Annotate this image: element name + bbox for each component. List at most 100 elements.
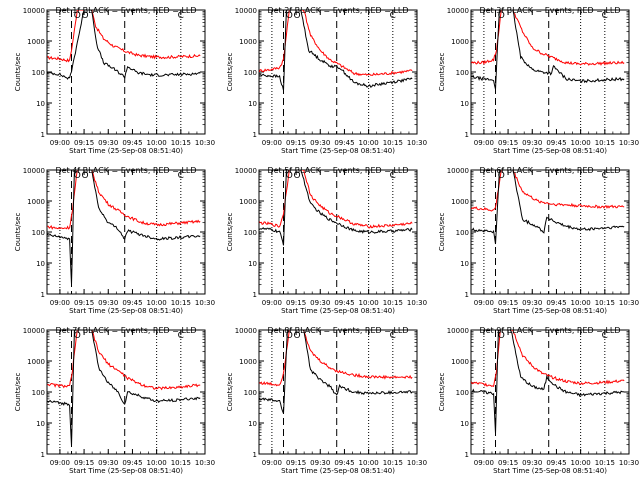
top-marker-label: O xyxy=(498,331,505,341)
x-tick-label: 10:00 xyxy=(359,459,379,467)
x-tick-label: 09:45 xyxy=(122,299,142,307)
series-line-events xyxy=(471,170,625,245)
top-marker-label: O xyxy=(74,171,81,181)
y-tick-label: 1000 xyxy=(451,198,469,206)
x-tick-label: 09:00 xyxy=(50,139,70,147)
y-tick-label: 100 xyxy=(244,229,257,237)
y-tick-label: 1000 xyxy=(451,358,469,366)
y-tick-label: 100 xyxy=(456,389,469,397)
x-tick-label: 10:30 xyxy=(195,299,215,307)
x-axis-label: Start Time (25-Sep-08 08:51:40) xyxy=(281,147,395,155)
chart-panel-4: 1 10 100 1000 10000 09:00 09:15 09:30 09:45 10:00… xyxy=(14,166,215,315)
top-marker-label: O xyxy=(498,171,505,181)
chart-title: Det 8f BLACK = Events, RED = LLD xyxy=(267,326,408,335)
x-tick-label: 09:45 xyxy=(546,299,566,307)
x-axis-label: Start Time (25-Sep-08 08:51:40) xyxy=(69,307,183,315)
chart-title: Det 9f BLACK = Events, RED = LLD xyxy=(479,326,620,335)
x-tick-label: 10:15 xyxy=(171,459,191,467)
x-tick-label: 10:00 xyxy=(147,459,167,467)
x-tick-label: 09:30 xyxy=(522,459,542,467)
y-tick-label: 10 xyxy=(248,100,257,108)
y-tick-label: 1000 xyxy=(239,358,257,366)
x-axis-label: Start Time (25-Sep-08 08:51:40) xyxy=(493,307,607,315)
chart-title: Det 7f BLACK = Events, RED = LLD xyxy=(55,326,196,335)
x-tick-label: 10:15 xyxy=(171,299,191,307)
y-axis-label: Counts/sec xyxy=(226,53,234,92)
chart-title: Det 4f BLACK = Events, RED = LLD xyxy=(55,166,196,175)
y-tick-label: 1 xyxy=(253,131,257,139)
y-axis-label: Counts/sec xyxy=(438,53,446,92)
series-line-lld xyxy=(47,10,201,63)
y-tick-label: 10 xyxy=(36,420,45,428)
x-tick-label: 10:15 xyxy=(383,459,403,467)
top-marker-label: O xyxy=(74,331,81,341)
y-tick-label: 100 xyxy=(32,389,45,397)
top-marker-label: C xyxy=(390,331,396,341)
x-tick-label: 09:45 xyxy=(334,299,354,307)
x-tick-label: 09:30 xyxy=(310,459,330,467)
y-tick-label: 1000 xyxy=(27,198,45,206)
top-marker-label: O xyxy=(294,171,301,181)
plot-area xyxy=(471,170,625,245)
y-tick-label: 10 xyxy=(36,260,45,268)
x-axis-label: Start Time (25-Sep-08 08:51:40) xyxy=(493,147,607,155)
x-tick-label: 09:15 xyxy=(498,139,518,147)
x-tick-label: 10:15 xyxy=(383,299,403,307)
chart-panel-2: 1 10 100 1000 10000 09:00 09:15 09:30 09:45 10:00… xyxy=(226,6,427,155)
y-tick-label: 1 xyxy=(253,291,257,299)
top-marker-label: O xyxy=(286,171,293,181)
x-tick-label: 09:00 xyxy=(50,299,70,307)
y-tick-label: 100 xyxy=(244,389,257,397)
series-line-events xyxy=(259,330,413,414)
y-tick-label: 10 xyxy=(460,420,469,428)
x-tick-label: 10:30 xyxy=(619,299,639,307)
x-tick-label: 10:00 xyxy=(571,459,591,467)
y-tick-label: 10000 xyxy=(235,167,257,175)
x-tick-label: 09:00 xyxy=(262,139,282,147)
x-tick-label: 10:30 xyxy=(195,459,215,467)
top-marker-label: C xyxy=(390,171,396,181)
x-axis-label: Start Time (25-Sep-08 08:51:40) xyxy=(281,307,395,315)
y-tick-label: 10 xyxy=(460,260,469,268)
chart-panel-9: 1 10 100 1000 10000 09:00 09:15 09:30 09:45 10:00… xyxy=(438,326,639,475)
top-marker-label: O xyxy=(498,11,505,21)
top-marker-label: O xyxy=(286,331,293,341)
x-tick-label: 09:30 xyxy=(310,299,330,307)
series-line-lld xyxy=(259,330,413,387)
x-tick-label: 09:30 xyxy=(522,139,542,147)
x-tick-label: 10:30 xyxy=(407,459,427,467)
x-tick-label: 09:15 xyxy=(498,299,518,307)
x-tick-label: 09:45 xyxy=(122,139,142,147)
chart-title: Det 1f BLACK = Events, RED = LLD xyxy=(55,6,196,15)
x-tick-label: 10:30 xyxy=(407,139,427,147)
x-tick-label: 09:45 xyxy=(334,139,354,147)
y-tick-label: 10000 xyxy=(23,7,45,15)
chart-panel-5: 1 10 100 1000 10000 09:00 09:15 09:30 09:45 10:00… xyxy=(226,166,427,315)
x-tick-label: 10:15 xyxy=(171,139,191,147)
y-tick-label: 1000 xyxy=(451,38,469,46)
x-tick-label: 09:15 xyxy=(286,139,306,147)
chart-panel-6: 1 10 100 1000 10000 09:00 09:15 09:30 09:45 10:00… xyxy=(438,166,639,315)
x-tick-label: 09:00 xyxy=(262,459,282,467)
series-line-lld xyxy=(471,330,625,387)
y-axis-label: Counts/sec xyxy=(438,373,446,412)
plot-area xyxy=(259,330,413,414)
series-line-events xyxy=(47,330,201,446)
x-tick-label: 10:30 xyxy=(619,139,639,147)
x-tick-label: 10:15 xyxy=(595,139,615,147)
y-tick-label: 1 xyxy=(41,291,45,299)
x-tick-label: 09:00 xyxy=(262,299,282,307)
y-tick-label: 100 xyxy=(456,69,469,77)
x-tick-label: 10:30 xyxy=(195,139,215,147)
x-tick-label: 09:15 xyxy=(286,299,306,307)
x-axis-label: Start Time (25-Sep-08 08:51:40) xyxy=(69,467,183,475)
top-marker-label: C xyxy=(602,11,608,21)
series-line-lld xyxy=(47,170,201,230)
top-marker-label: O xyxy=(82,11,89,21)
y-tick-label: 10 xyxy=(248,260,257,268)
plot-area xyxy=(259,170,413,246)
y-tick-label: 1000 xyxy=(27,38,45,46)
top-marker-label: C xyxy=(390,11,396,21)
y-tick-label: 10 xyxy=(460,100,469,108)
y-tick-label: 10000 xyxy=(235,7,257,15)
